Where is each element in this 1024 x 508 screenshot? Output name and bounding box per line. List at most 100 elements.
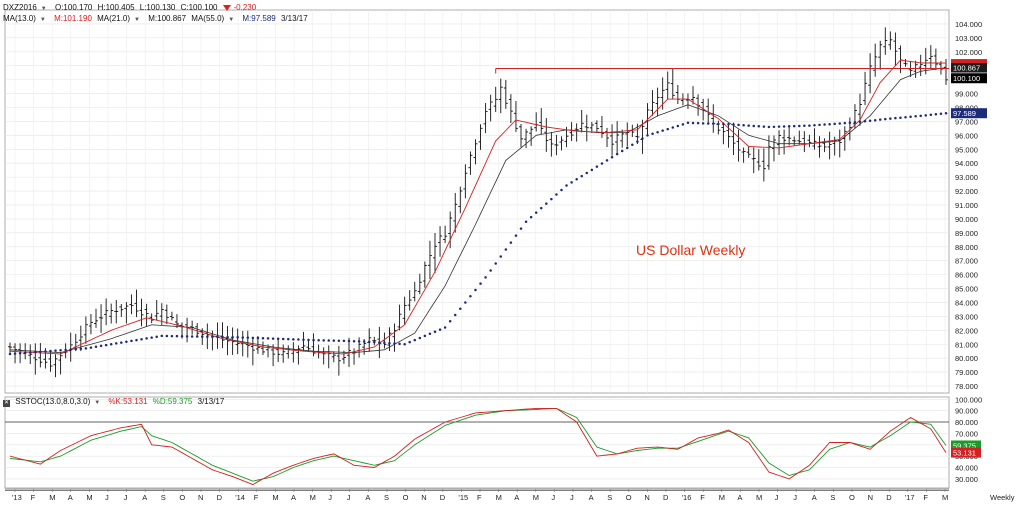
price-bar — [579, 109, 584, 133]
x-tick-label: D — [886, 493, 892, 502]
ma13-line — [9, 59, 947, 355]
price-bar — [589, 121, 594, 133]
price-bar — [741, 147, 746, 163]
y-tick-label: 79.000 — [955, 368, 978, 377]
price-bar — [169, 311, 174, 321]
osc-marker-box — [951, 447, 981, 458]
osc-y-tick-label: 90.000 — [955, 407, 978, 416]
price-bar — [721, 122, 726, 145]
price-bar — [584, 114, 589, 142]
ma55-point — [626, 146, 629, 150]
ma55-point — [231, 335, 234, 339]
ma55-point — [89, 346, 93, 349]
ma55-point — [206, 335, 209, 338]
x-tick-label: A — [142, 493, 147, 502]
price-bar — [164, 304, 169, 325]
osc-y-tick-label: 80.000 — [955, 418, 978, 427]
price-bar — [650, 90, 655, 116]
ma55-point — [261, 336, 265, 340]
ma21-label[interactable]: MA(21.0) ▼ — [97, 14, 140, 23]
ma55-point — [469, 294, 472, 298]
price-bar — [134, 289, 139, 318]
ma13-label[interactable]: MA(13.0) ▼ — [3, 14, 46, 23]
price-bar — [539, 108, 544, 135]
ma55-point — [211, 335, 214, 339]
ma55-point — [742, 123, 745, 127]
x-tick-label: N — [198, 493, 203, 502]
y-tick-label: 82.000 — [955, 326, 978, 335]
ma55-point — [251, 336, 255, 340]
price-bar — [797, 130, 802, 145]
ma55-point — [641, 137, 644, 140]
ma55-point — [135, 338, 138, 342]
ma55-point — [717, 122, 720, 126]
price-bar — [605, 127, 610, 147]
ma55-point — [74, 347, 78, 351]
price-bar — [478, 124, 483, 150]
x-tick-label: D — [440, 493, 446, 502]
ma55-point — [747, 124, 750, 127]
y-tick-label: 83.000 — [955, 312, 978, 321]
price-bar — [888, 31, 893, 50]
ma55-point — [686, 121, 690, 125]
ma55-point — [459, 307, 462, 310]
x-tick-label: J — [551, 493, 555, 502]
price-bar — [438, 226, 443, 257]
price-bar — [873, 43, 878, 77]
main-pane-frame — [4, 9, 950, 394]
price-bar — [88, 313, 93, 335]
ma55-point — [565, 184, 568, 187]
ma55-point — [813, 123, 816, 127]
ma55-point — [114, 342, 118, 345]
ma55-point — [696, 121, 700, 125]
x-tick-label: M — [756, 493, 762, 502]
x-tick-label: J — [570, 493, 574, 502]
low-value: L:100.130 — [139, 3, 176, 12]
ma55-point — [94, 345, 98, 349]
ma13-marker — [951, 59, 987, 64]
x-tick-label: O — [849, 493, 855, 502]
price-bar — [250, 337, 255, 366]
ma55-label[interactable]: MA(55.0) ▼ — [191, 14, 235, 23]
price-bar — [174, 314, 179, 329]
price-bar — [58, 351, 63, 375]
price-bar — [28, 344, 33, 365]
osc-y-tick-label: 100.000 — [955, 395, 982, 404]
ma55-point — [448, 320, 452, 323]
x-tick-label: M — [49, 493, 55, 502]
price-bar — [119, 304, 124, 317]
sstoc-label[interactable]: SSTOC(13.0,8.0,3.0) ▼ — [15, 397, 101, 406]
ma55-point — [145, 337, 148, 340]
price-bar — [777, 130, 782, 155]
price-bar — [549, 131, 554, 157]
price-bar — [129, 294, 134, 315]
ma55-point — [555, 193, 558, 196]
price-bar — [493, 86, 498, 113]
x-tick-label: M — [719, 493, 725, 502]
ma55-point — [34, 350, 37, 354]
x-tick-label: N — [421, 493, 426, 502]
ma55-point — [292, 338, 295, 341]
price-bar — [665, 71, 670, 100]
close-pane-icon[interactable]: ✕ — [3, 400, 10, 407]
price-bar — [336, 345, 341, 376]
ma55-point — [894, 116, 897, 120]
ma55-point — [221, 335, 224, 339]
ma55-point — [378, 341, 381, 344]
ma55-point — [868, 119, 872, 122]
k-line — [9, 407, 947, 486]
y-tick-label: 89.000 — [955, 229, 978, 238]
x-tick-label: S — [830, 493, 835, 502]
price-bar — [599, 116, 604, 138]
price-bar — [837, 129, 842, 158]
ma55-point — [201, 335, 204, 338]
y-tick-label: 86.000 — [955, 271, 978, 280]
price-bar — [756, 149, 761, 171]
ma55-point — [256, 336, 260, 340]
x-tick-label: F — [31, 493, 36, 502]
x-tick-label: M — [310, 493, 316, 502]
y-tick-label: 98.000 — [955, 103, 978, 112]
price-bar — [94, 308, 99, 328]
ma55-point — [388, 341, 391, 345]
symbol-label[interactable]: DXZ2016 ▼ — [3, 3, 47, 12]
